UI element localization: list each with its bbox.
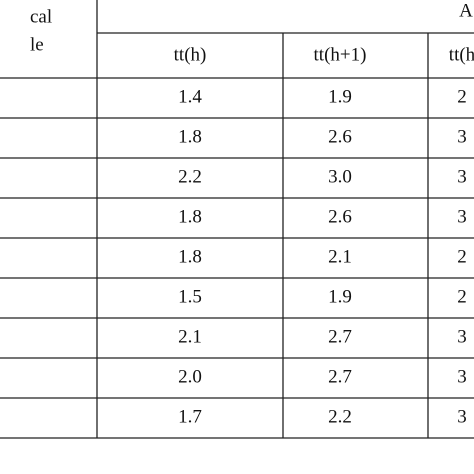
cell: 1.8 [178, 126, 202, 147]
cell: 2.1 [178, 326, 202, 347]
cell: 3 [457, 166, 467, 187]
column-header: tt(h [449, 44, 474, 65]
cell: 2 [457, 286, 467, 307]
cell: 2.0 [178, 366, 202, 387]
cell: 1.9 [328, 286, 352, 307]
group-header: A [459, 0, 473, 21]
column-header: tt(h) [174, 44, 207, 65]
cell: 1.9 [328, 86, 352, 107]
column-header: tt(h+1) [314, 44, 367, 65]
cell: 1.5 [178, 286, 202, 307]
cell: 3.0 [328, 166, 352, 187]
stub-header: le [30, 34, 44, 55]
cell: 1.7 [178, 406, 202, 427]
cell: 1.8 [178, 206, 202, 227]
cell: 2.7 [328, 326, 352, 347]
cell: 3 [457, 366, 467, 387]
cell: 2.2 [178, 166, 202, 187]
cell: 3 [457, 326, 467, 347]
cell: 2.7 [328, 366, 352, 387]
cell: 2 [457, 246, 467, 267]
cell: 1.4 [178, 86, 202, 107]
cell: 2.2 [328, 406, 352, 427]
cell: 2 [457, 86, 467, 107]
cell: 3 [457, 406, 467, 427]
cell: 3 [457, 126, 467, 147]
cell: 2.1 [328, 246, 352, 267]
cell: 3 [457, 206, 467, 227]
cell: 2.6 [328, 206, 352, 227]
cell: 2.6 [328, 126, 352, 147]
cell: 1.8 [178, 246, 202, 267]
stub-header: cal [30, 6, 52, 27]
